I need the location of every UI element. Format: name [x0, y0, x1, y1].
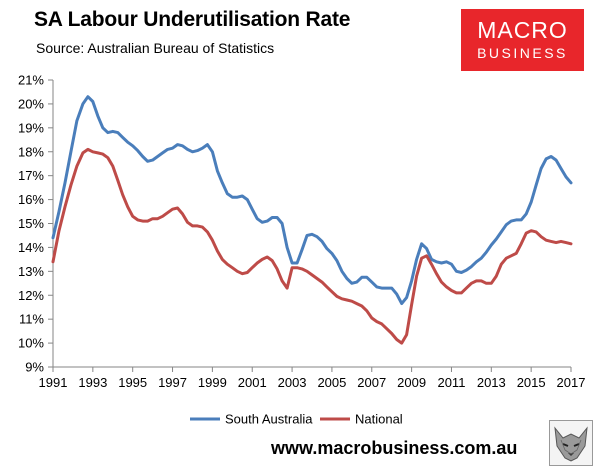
y-tick-label: 14%	[18, 240, 44, 255]
chart-title: SA Labour Underutilisation Rate	[34, 8, 351, 31]
legend-label-south-australia: South Australia	[225, 412, 313, 427]
x-tick-label: 2011	[437, 375, 465, 390]
website-url[interactable]: www.macrobusiness.com.au	[271, 438, 518, 458]
x-tick-label: 2005	[317, 375, 346, 390]
chart-source: Source: Australian Bureau of Statistics	[36, 40, 275, 56]
series-line-south-australia	[51, 95, 573, 306]
y-tick-label: 19%	[18, 120, 44, 135]
y-tick-label: 9%	[25, 360, 44, 375]
x-tick-label: 2007	[357, 375, 386, 390]
legend: South Australia National	[190, 412, 403, 427]
y-tick-label: 12%	[18, 288, 44, 303]
x-axis: 1991 1993 1995 1997 1999 2001 2003 2005 2007 2009…	[39, 367, 586, 390]
y-tick-label: 20%	[18, 96, 44, 111]
series-layer	[51, 95, 573, 345]
y-tick-label: 10%	[18, 336, 44, 351]
x-tick-label: 2017	[557, 375, 586, 390]
plot-area	[52, 80, 571, 368]
y-tick-label: 16%	[18, 192, 44, 207]
y-tick-label: 15%	[18, 216, 44, 231]
macrobusiness-logo[interactable]: MACRO BUSINESS	[461, 9, 584, 71]
logo-line-2: BUSINESS	[477, 45, 568, 61]
y-tick-label: 13%	[18, 264, 44, 279]
y-tick-label: 17%	[18, 168, 44, 183]
x-tick-label: 2003	[278, 375, 307, 390]
series-line-national	[51, 147, 573, 345]
x-tick-label: 2001	[238, 375, 267, 390]
y-tick-label: 18%	[18, 144, 44, 159]
x-tick-label: 2013	[477, 375, 506, 390]
y-tick-label: 11%	[19, 312, 44, 327]
logo-line-1: MACRO	[477, 17, 568, 43]
x-tick-label: 1997	[158, 375, 187, 390]
legend-label-national: National	[355, 412, 403, 427]
x-tick-label: 1993	[78, 375, 107, 390]
y-axis: 9% 10% 11% 12% 13% 14% 15% 16% 17% 18% 19% 20% 21%	[18, 73, 53, 375]
x-tick-label: 1999	[198, 375, 227, 390]
x-tick-label: 2009	[397, 375, 426, 390]
x-tick-label: 2015	[517, 375, 546, 390]
wolf-logo-icon	[549, 420, 593, 466]
x-tick-label: 1991	[39, 375, 68, 390]
x-tick-label: 1995	[118, 375, 147, 390]
y-tick-label: 21%	[18, 73, 44, 88]
